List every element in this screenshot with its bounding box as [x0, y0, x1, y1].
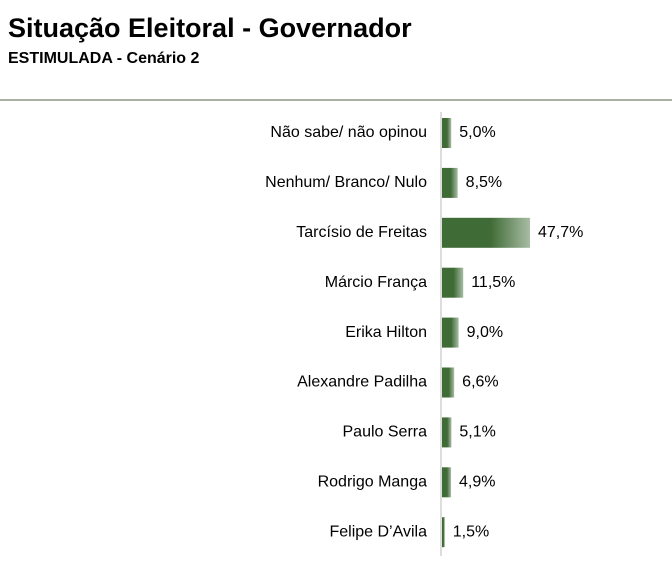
bar [442, 517, 445, 548]
category-label: Rodrigo Manga [318, 474, 428, 491]
category-label: Nenhum/ Branco/ Nulo [265, 174, 427, 191]
category-label: Márcio França [325, 274, 427, 291]
chart-subtitle: ESTIMULADA - Cenário 2 [8, 50, 200, 67]
value-label: 11,5% [471, 274, 515, 291]
bar [442, 118, 452, 148]
value-label: 5,1% [459, 424, 495, 441]
bar [442, 367, 455, 398]
value-label: 8,5% [466, 174, 502, 191]
bar [442, 267, 464, 298]
category-label: Alexandre Padilha [297, 374, 427, 391]
bar [442, 167, 458, 198]
category-label: Não sabe/ não opinou [270, 124, 427, 141]
bar [442, 217, 531, 248]
category-label: Erika Hilton [345, 324, 427, 341]
value-label: 5,0% [459, 124, 495, 141]
category-label: Tarcísio de Freitas [296, 224, 427, 241]
bar [442, 317, 459, 348]
category-label: Paulo Serra [343, 424, 428, 441]
bar [442, 417, 452, 448]
value-label: 9,0% [467, 324, 503, 341]
bar [442, 467, 452, 498]
category-label: Felipe D’Avila [329, 523, 427, 540]
value-label: 47,7% [538, 224, 583, 241]
value-label: 1,5% [453, 523, 489, 540]
value-label: 4,9% [459, 474, 495, 491]
value-label: 6,6% [462, 374, 498, 391]
chart-title: Situação Eleitoral - Governador [8, 13, 412, 43]
